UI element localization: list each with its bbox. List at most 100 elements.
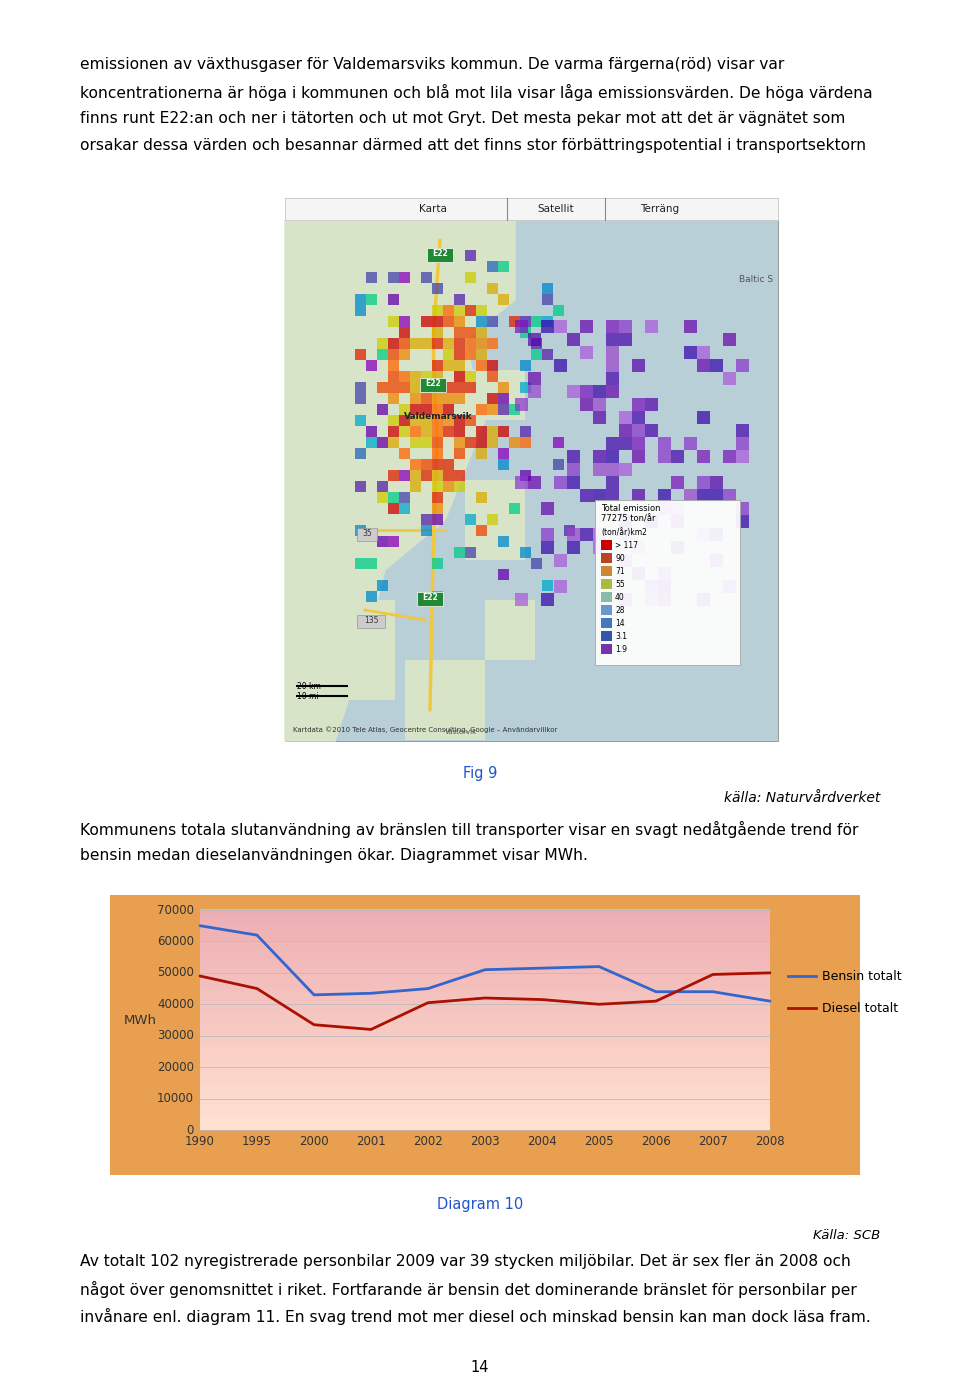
Bar [421,514,432,525]
Bar [355,416,366,425]
Bar [554,320,567,334]
Bar [454,360,465,371]
Bar [443,349,454,360]
Bar [632,424,645,436]
Bar [355,382,366,393]
Bar [697,528,710,541]
Bar [200,1099,770,1104]
Bar [454,481,465,492]
Bar [645,594,658,606]
Bar [465,514,476,525]
Bar [385,229,485,291]
Bar [200,997,770,1002]
Bar [520,470,531,481]
Bar [388,503,399,514]
Bar [200,1118,770,1123]
Bar [645,320,658,334]
Bar [200,942,770,947]
Bar [454,295,465,304]
Bar [541,502,554,516]
Bar [399,404,410,416]
Bar [200,974,770,980]
Bar [595,500,740,664]
Bar [531,338,542,349]
Bar [542,295,553,304]
Bar [619,436,632,450]
Bar [465,436,476,448]
Bar [632,359,645,373]
Bar [593,489,606,502]
Bar [355,295,366,304]
Bar [377,580,388,591]
Bar [553,459,564,470]
Bar [377,492,388,503]
Bar [285,220,778,741]
Bar [432,304,443,316]
Bar [487,338,498,349]
Bar [432,492,443,503]
Bar [399,349,410,360]
Bar [593,385,606,398]
Text: 2002: 2002 [413,1136,443,1148]
Bar [465,382,476,393]
Bar [355,448,366,459]
Bar [509,503,520,514]
Bar [200,949,770,954]
Bar [671,502,684,516]
Bar [200,954,770,958]
Bar [399,425,410,436]
Bar [200,916,770,922]
Text: koncentrationerna är höga i kommunen och blå mot lila visar låga emissionsvärden: koncentrationerna är höga i kommunen och… [80,83,873,101]
Bar [528,475,541,489]
Bar [388,295,399,304]
Bar [509,316,520,327]
Bar [485,600,535,660]
Text: E22: E22 [422,594,438,602]
Bar [658,450,671,463]
Bar [357,614,385,628]
Bar [200,956,770,962]
Bar [454,371,465,382]
Text: emissionen av växthusgaser för Valdemarsviks kommun. De varma färgerna(röd) visa: emissionen av växthusgaser för Valdemars… [80,57,784,72]
Bar [399,416,410,425]
Bar [515,320,528,334]
Bar [443,470,454,481]
Bar [619,334,632,346]
Bar [723,450,736,463]
Bar [200,967,770,973]
Bar [454,316,465,327]
Bar [388,393,399,404]
Bar [355,481,366,492]
Bar [421,459,432,470]
Bar [541,594,554,606]
Bar [606,450,619,463]
Bar [410,459,421,470]
Bar [200,983,770,987]
Bar [355,393,366,404]
Bar [432,316,443,327]
Bar [421,272,432,284]
Bar [619,320,632,334]
Bar [632,398,645,411]
Bar [606,489,619,502]
Text: bensin medan dieselanvändningen ökar. Diagrammet visar MWh.: bensin medan dieselanvändningen ökar. Di… [80,848,588,863]
Bar [432,371,443,382]
Bar [554,580,567,594]
Bar [410,371,421,382]
Bar [200,972,770,976]
Bar [432,360,443,371]
Bar [432,503,443,514]
Bar [619,528,632,541]
Bar [520,382,531,393]
Bar [200,1095,770,1101]
Bar [399,327,410,338]
Bar [410,338,421,349]
Polygon shape [285,220,515,741]
Bar [454,349,465,360]
Bar [200,1093,770,1097]
Bar [454,382,465,393]
Text: Bensin totalt: Bensin totalt [822,969,901,983]
Bar [601,619,612,628]
Bar [355,525,366,537]
Text: källa: Naturvårdverket: källa: Naturvårdverket [724,791,880,805]
